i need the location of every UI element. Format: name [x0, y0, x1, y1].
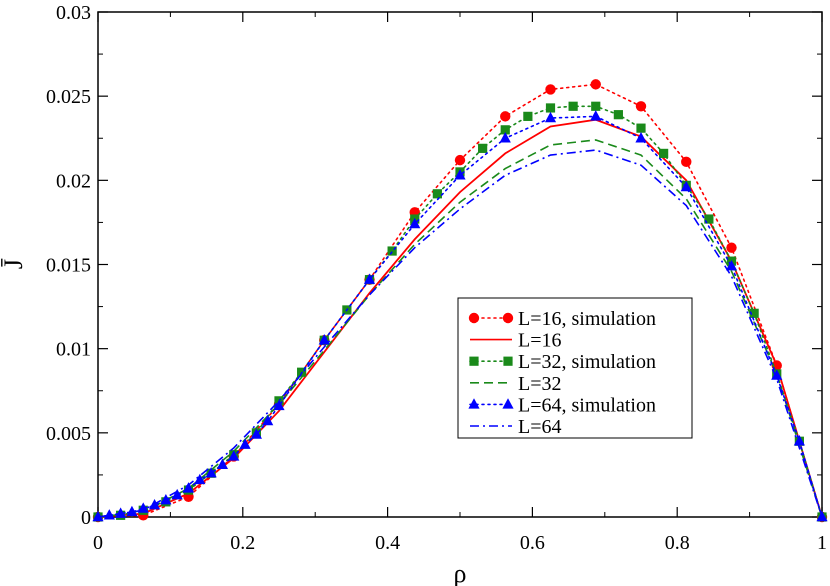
series-5 [92, 110, 828, 522]
series-line [97, 139, 823, 518]
x-tick-label: 0.4 [375, 532, 400, 554]
data-point [160, 493, 172, 505]
data-point [432, 189, 442, 199]
data-point [273, 399, 285, 411]
data-point [205, 467, 217, 478]
x-tick-label: 0 [93, 532, 103, 554]
legend-box [457, 297, 693, 439]
x-tick-label: 1 [817, 532, 827, 554]
data-point [500, 125, 510, 135]
y-tick-label: 0.005 [46, 423, 91, 445]
data-point [749, 308, 759, 318]
data-point [171, 488, 183, 500]
legend-label: L=16, simulation [518, 308, 656, 330]
legend-swatch-marker [502, 398, 514, 409]
y-tick-label: 0.025 [46, 86, 91, 108]
data-point [239, 438, 251, 449]
legend-entry: L=32, simulation [469, 351, 656, 373]
data-point [250, 428, 262, 439]
data-point [635, 101, 647, 112]
series-6 [97, 149, 823, 518]
y-tick-label: 0.02 [56, 170, 91, 192]
series-group [92, 79, 828, 523]
data-point [523, 111, 533, 121]
legend-entry: L=64, simulation [468, 394, 656, 416]
data-point [726, 242, 737, 253]
data-point [544, 111, 557, 123]
data-point [545, 103, 556, 113]
data-point [681, 156, 692, 168]
legend-entry: L=16 [470, 330, 562, 352]
data-point [454, 154, 466, 166]
y-tick-label: 0.03 [56, 2, 91, 24]
data-point [194, 473, 206, 485]
data-point [318, 334, 330, 345]
data-point [793, 435, 805, 446]
series-4 [97, 139, 823, 518]
legend-label: L=64, simulation [518, 394, 656, 416]
data-point [725, 259, 738, 271]
data-point [591, 101, 601, 111]
legend-swatch-marker [468, 312, 480, 324]
data-point [92, 510, 104, 522]
legend-label: L=32 [518, 373, 562, 395]
data-point [704, 214, 714, 224]
legend-swatch-marker [468, 398, 480, 409]
y-tick-label: 0.01 [56, 339, 91, 361]
data-point [262, 414, 274, 426]
legend-entry: L=32 [470, 373, 562, 395]
data-point [680, 180, 692, 192]
data-point [182, 482, 195, 493]
legend-entry: L=16, simulation [468, 308, 656, 330]
legend-label: L=64 [518, 416, 562, 438]
data-point [590, 110, 602, 121]
data-point [590, 79, 601, 90]
plot-frame [97, 11, 823, 518]
data-point [478, 143, 488, 153]
legend-label: L=32, simulation [518, 351, 656, 373]
data-point [387, 246, 397, 256]
data-point [454, 169, 466, 180]
legend-label: L=16 [518, 330, 562, 352]
data-point [635, 132, 647, 143]
data-point [500, 111, 511, 122]
data-point [499, 132, 511, 143]
data-point [545, 84, 556, 95]
data-point [568, 101, 578, 111]
axis-ticks: 0 0.2 0.4 0.6 0.8 1 0 0.005 0.01 0.015 0.02 0.025 0.… [46, 2, 827, 554]
data-point [103, 509, 115, 520]
x-tick-label: 0.8 [665, 532, 690, 554]
data-point [115, 507, 127, 518]
x-axis-title: ρ [454, 559, 467, 586]
data-point [659, 148, 669, 158]
y-tick-label: 0.015 [46, 255, 91, 277]
data-point [613, 110, 623, 120]
data-point [409, 217, 421, 229]
data-point [363, 273, 376, 284]
y-axis-title: J̄ [0, 259, 28, 269]
y-tick-label: 0 [81, 507, 91, 529]
series-line [97, 149, 823, 518]
legend-entry: L=64 [470, 416, 562, 438]
legend-swatch-marker [502, 312, 514, 324]
data-point [216, 458, 229, 470]
legend-swatch-marker [469, 356, 479, 366]
x-tick-label: 0.2 [230, 532, 255, 554]
legend-swatch-marker [503, 356, 513, 366]
data-point [228, 450, 240, 461]
data-point [771, 369, 783, 380]
data-point [126, 505, 138, 517]
x-tick-label: 0.6 [520, 532, 545, 554]
data-point [636, 123, 646, 133]
